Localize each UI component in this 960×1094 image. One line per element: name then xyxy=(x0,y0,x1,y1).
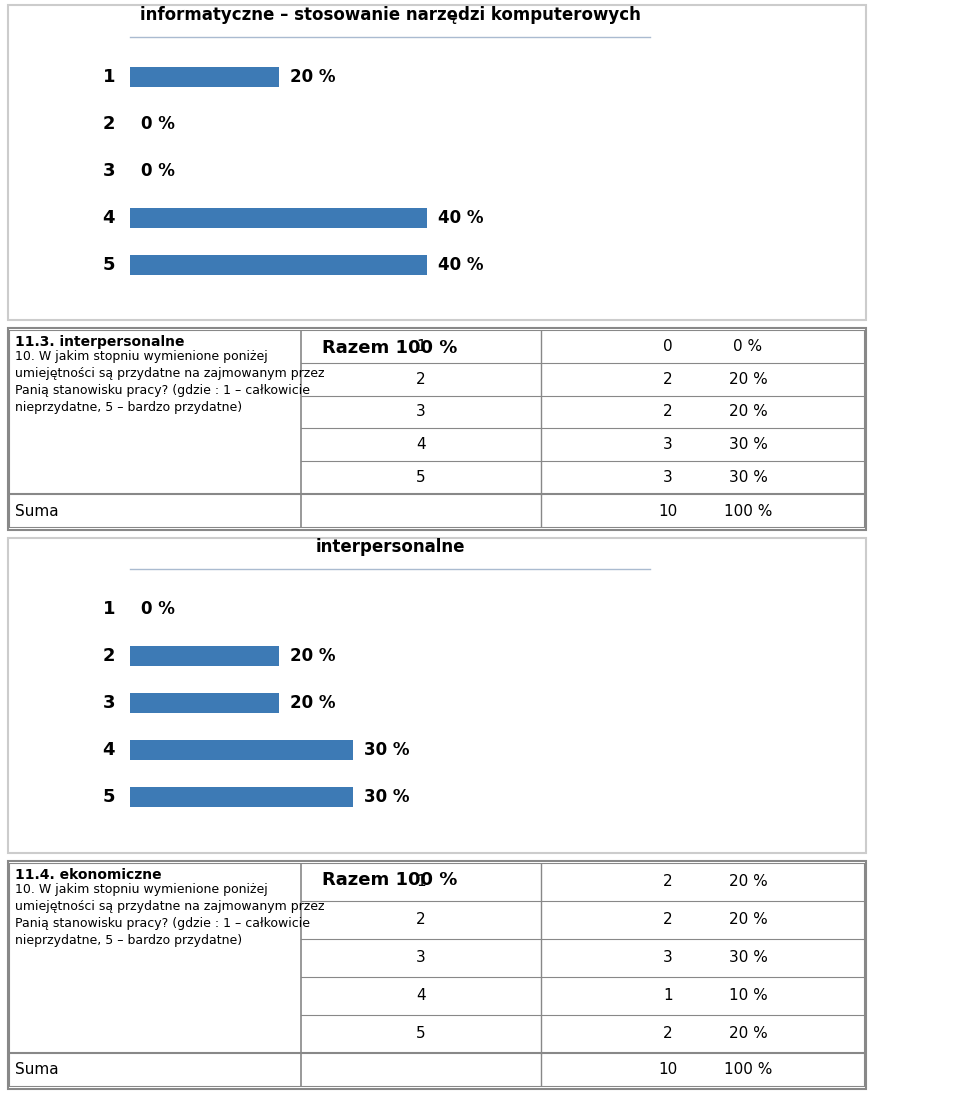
Text: 2: 2 xyxy=(663,1026,673,1041)
Text: 20 %: 20 % xyxy=(290,68,335,86)
Text: 3: 3 xyxy=(663,951,673,966)
Text: 5: 5 xyxy=(103,788,115,806)
Text: 20 %: 20 % xyxy=(729,874,767,889)
Text: 2: 2 xyxy=(663,372,673,386)
Text: Suma: Suma xyxy=(15,1062,59,1078)
Text: Suma: Suma xyxy=(15,503,59,519)
Text: 20 %: 20 % xyxy=(729,1026,767,1041)
Text: 30 %: 30 % xyxy=(729,470,767,485)
Bar xyxy=(8,328,866,529)
Text: 100 %: 100 % xyxy=(724,1062,772,1078)
Bar xyxy=(130,694,278,713)
Text: 3: 3 xyxy=(663,438,673,452)
Text: 4: 4 xyxy=(417,989,426,1003)
Text: 30 %: 30 % xyxy=(729,951,767,966)
Bar xyxy=(8,5,866,321)
Text: 10 %: 10 % xyxy=(729,989,767,1003)
Text: 1: 1 xyxy=(663,989,673,1003)
Text: 3: 3 xyxy=(103,694,115,712)
Text: 10. W jakim stopniu wymienione poniżej
umiejętności są przydatne na zajmowanym p: 10. W jakim stopniu wymienione poniżej u… xyxy=(15,883,324,947)
Text: 5: 5 xyxy=(417,470,426,485)
Text: 3: 3 xyxy=(416,951,426,966)
Text: 10: 10 xyxy=(659,1062,678,1078)
Text: 2: 2 xyxy=(103,647,115,665)
Text: 30 %: 30 % xyxy=(364,788,410,806)
Text: 20 %: 20 % xyxy=(729,372,767,386)
Text: 4: 4 xyxy=(103,209,115,226)
Bar xyxy=(130,208,427,228)
Bar xyxy=(130,255,427,275)
Text: 2: 2 xyxy=(663,405,673,419)
Text: 2: 2 xyxy=(103,115,115,133)
Text: interpersonalne: interpersonalne xyxy=(315,538,465,556)
Text: 10. W jakim stopniu wymienione poniżej
umiejętności są przydatne na zajmowanym p: 10. W jakim stopniu wymienione poniżej u… xyxy=(15,350,324,414)
Text: 5: 5 xyxy=(417,1026,426,1041)
Bar xyxy=(130,647,278,666)
Text: 20 %: 20 % xyxy=(290,694,335,712)
Text: 40 %: 40 % xyxy=(439,209,484,226)
Text: Razem 100 %: Razem 100 % xyxy=(323,339,458,357)
Text: 10: 10 xyxy=(659,503,678,519)
Text: 4: 4 xyxy=(103,741,115,759)
Text: 20 %: 20 % xyxy=(729,912,767,928)
Text: 40 %: 40 % xyxy=(439,256,484,274)
Text: 0 %: 0 % xyxy=(141,115,175,133)
Text: informatyczne – stosowanie narzędzi komputerowych: informatyczne – stosowanie narzędzi komp… xyxy=(139,5,640,24)
Text: 0 %: 0 % xyxy=(733,339,762,353)
Text: 30 %: 30 % xyxy=(364,741,410,759)
Text: 0 %: 0 % xyxy=(141,601,175,618)
Text: 20 %: 20 % xyxy=(290,647,335,665)
Text: 2: 2 xyxy=(417,372,426,386)
Text: 2: 2 xyxy=(663,912,673,928)
Text: 1: 1 xyxy=(417,874,426,889)
Bar xyxy=(130,740,353,759)
Text: 0 %: 0 % xyxy=(141,162,175,181)
Bar xyxy=(130,787,353,806)
Text: 11.3. interpersonalne: 11.3. interpersonalne xyxy=(15,335,184,349)
Text: 2: 2 xyxy=(663,874,673,889)
Text: 0: 0 xyxy=(663,339,673,353)
Bar xyxy=(130,68,278,88)
Text: 5: 5 xyxy=(103,256,115,274)
Text: 4: 4 xyxy=(417,438,426,452)
Text: 100 %: 100 % xyxy=(724,503,772,519)
Text: 11.4. ekonomiczne: 11.4. ekonomiczne xyxy=(15,868,161,882)
Text: 20 %: 20 % xyxy=(729,405,767,419)
Text: 1: 1 xyxy=(103,601,115,618)
Text: Razem 100 %: Razem 100 % xyxy=(323,871,458,888)
Text: 2: 2 xyxy=(417,912,426,928)
Text: 1: 1 xyxy=(417,339,426,353)
Text: 3: 3 xyxy=(103,162,115,181)
Text: 30 %: 30 % xyxy=(729,438,767,452)
Text: 1: 1 xyxy=(103,68,115,86)
Text: 3: 3 xyxy=(663,470,673,485)
Text: 3: 3 xyxy=(416,405,426,419)
Bar xyxy=(8,538,866,853)
Bar xyxy=(8,861,866,1089)
